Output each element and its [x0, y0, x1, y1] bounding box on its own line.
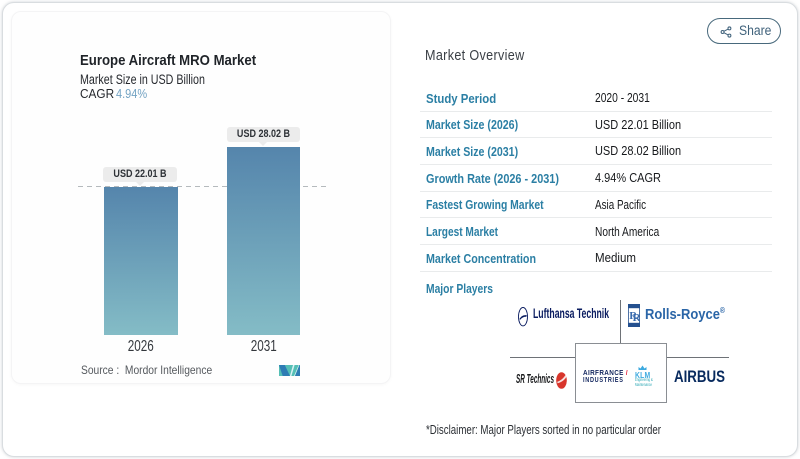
svg-text:R: R [629, 310, 638, 322]
svg-text:R: R [632, 312, 639, 324]
